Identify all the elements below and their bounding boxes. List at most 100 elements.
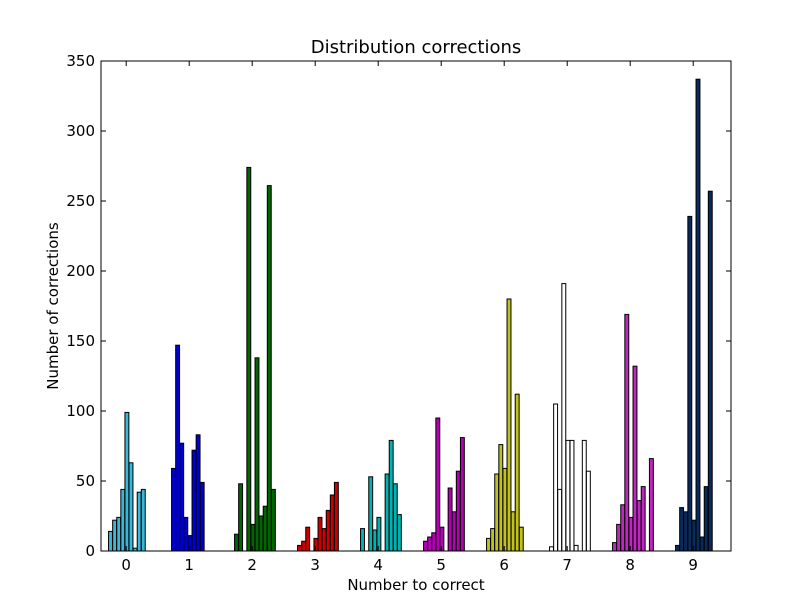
bar-digit-9-3 (687, 215, 693, 552)
bar-digit-0-1 (112, 519, 118, 552)
bar-digit-5-9 (459, 437, 465, 552)
bar-digit-8-2 (620, 504, 626, 552)
bar-digit-8-4 (628, 516, 634, 552)
bar-digit-3-7 (325, 509, 331, 552)
bar-digit-9-0 (675, 544, 680, 552)
bar-digit-7-0 (549, 546, 554, 552)
bar-digit-9-1 (679, 507, 685, 552)
bar-digit-6-8 (518, 526, 524, 552)
bar-digit-4-4 (376, 516, 382, 552)
bar-digit-6-1 (490, 528, 496, 552)
bar-digit-1-5 (191, 449, 197, 552)
x-tick-label: 0 (121, 556, 131, 574)
bar-digit-0-4 (124, 411, 130, 552)
bar-digit-8-3 (624, 313, 630, 552)
y-axis-label: Number of corrections (44, 222, 62, 390)
bar-digit-5-6 (447, 487, 453, 552)
chart-title: Distribution corrections (311, 37, 522, 58)
bar-digit-7-5 (569, 439, 575, 552)
bar-digit-5-0 (423, 540, 428, 552)
bar-digit-7-4 (565, 439, 571, 552)
y-tick-label: 100 (66, 402, 95, 420)
bar-digit-8-7 (640, 486, 646, 552)
bar-digit-4-8 (392, 483, 398, 552)
bar-digit-0-0 (108, 530, 113, 552)
bar-digit-3-6 (321, 528, 327, 552)
bar-digit-3-1 (301, 540, 307, 552)
bar-digit-3-8 (329, 494, 335, 552)
bar-digit-8-5 (632, 365, 638, 552)
bar-digit-9-8 (707, 190, 713, 552)
bar-digit-5-8 (455, 470, 461, 552)
bar-digit-7-6 (573, 544, 579, 552)
x-tick-label: 5 (436, 556, 446, 574)
bar-digit-6-4 (502, 467, 508, 552)
bar-digit-4-3 (372, 529, 378, 552)
bar-digit-5-3 (435, 417, 441, 552)
bar-digit-6-5 (506, 298, 512, 552)
bar-digit-6-2 (494, 473, 500, 552)
bar-digit-7-2 (557, 488, 563, 552)
bar-digit-3-4 (313, 537, 319, 552)
bar-digit-7-1 (553, 403, 559, 552)
y-tick-label: 200 (66, 262, 95, 280)
bar-digit-1-3 (183, 516, 189, 552)
bar-digit-2-8 (266, 185, 272, 552)
bar-digit-9-7 (703, 486, 709, 552)
bar-digit-9-5 (695, 78, 701, 552)
bar-digit-2-3 (246, 166, 252, 552)
bar-digit-3-2 (305, 526, 311, 552)
bar-digit-0-2 (116, 516, 122, 552)
x-tick-label: 8 (625, 556, 635, 574)
plot-frame (100, 60, 732, 552)
bar-digit-1-2 (179, 442, 185, 552)
bar-digit-6-7 (514, 393, 520, 552)
bar-digit-1-1 (175, 344, 181, 552)
bar-digit-5-4 (439, 526, 445, 552)
bar-digit-2-0 (234, 533, 239, 552)
bar-digit-2-5 (254, 357, 260, 552)
bar-digit-6-0 (486, 537, 491, 552)
y-tick-label: 350 (66, 52, 95, 70)
x-axis-label: Number to correct (347, 576, 484, 594)
bar-digit-1-7 (199, 481, 205, 552)
y-tick-label: 150 (66, 332, 95, 350)
bar-digit-1-6 (195, 434, 201, 552)
x-tick-label: 6 (499, 556, 509, 574)
x-tick-label: 3 (310, 556, 320, 574)
bar-digit-6-3 (498, 444, 504, 552)
bar-digit-0-5 (128, 462, 134, 552)
y-tick-label: 0 (85, 542, 95, 560)
x-tick-label: 7 (562, 556, 572, 574)
bar-digit-2-6 (258, 515, 264, 552)
bar-digit-0-8 (140, 488, 146, 552)
bar-digit-7-8 (581, 439, 587, 552)
bar-digit-1-4 (187, 535, 193, 552)
bar-digit-5-7 (451, 511, 457, 552)
bar-digit-2-7 (262, 505, 268, 552)
bar-digit-4-9 (396, 514, 402, 552)
bar-digit-3-0 (297, 544, 302, 552)
bar-digit-5-1 (427, 536, 433, 552)
bar-digit-4-0 (360, 528, 365, 552)
y-tick-label: 50 (76, 472, 95, 490)
bar-digit-9-2 (683, 511, 689, 552)
bar-digit-7-3 (561, 283, 567, 552)
bar-digit-3-9 (333, 481, 339, 552)
bar-digit-5-2 (431, 532, 437, 552)
bar-digit-4-7 (388, 439, 394, 552)
ticks-layer: 0 1 2 3 4 5 6 7 8 9 0 50 100 150 200 250 300 350 (66, 52, 731, 574)
bar-digit-8-1 (616, 523, 622, 552)
bar-digit-1-0 (171, 467, 176, 552)
bar-digit-8-9 (648, 458, 654, 552)
bar-digit-0-3 (120, 488, 126, 552)
y-tick-label: 250 (66, 192, 95, 210)
bar-digit-9-6 (699, 536, 705, 552)
x-tick-label: 9 (688, 556, 698, 574)
bar-digit-2-4 (250, 523, 256, 552)
bar-digit-4-2 (368, 476, 374, 552)
bar-digit-0-7 (136, 491, 142, 552)
x-tick-label: 4 (373, 556, 383, 574)
